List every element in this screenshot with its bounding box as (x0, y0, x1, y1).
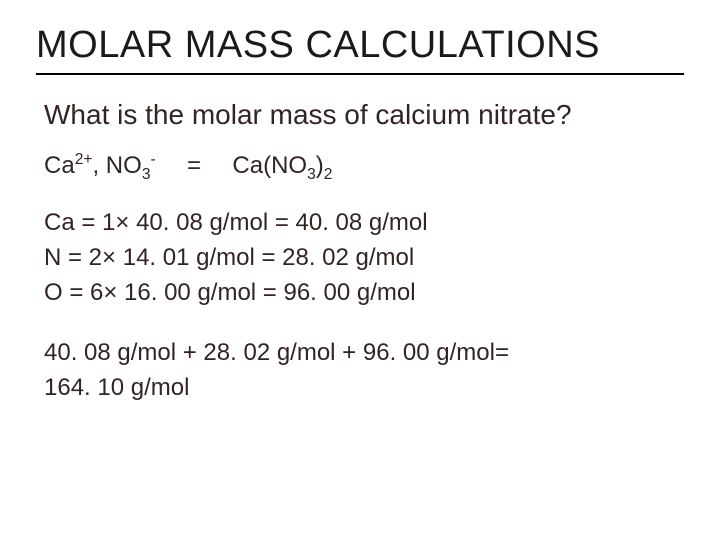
question-text: What is the molar mass of calcium nitrat… (44, 97, 684, 132)
calc-line-o: O = 6× 16. 00 g/mol = 96. 00 g/mol (44, 276, 684, 311)
eq-lhs-no: , NO (92, 152, 141, 179)
eq-equals: = (187, 152, 201, 179)
calc-line-ca: Ca = 1× 40. 08 g/mol = 40. 08 g/mol (44, 206, 684, 241)
eq-lhs-charge: 2+ (75, 151, 93, 168)
slide-title: MOLAR MASS CALCULATIONS (36, 24, 684, 67)
sum-line-1: 40. 08 g/mol + 28. 02 g/mol + 96. 00 g/m… (44, 336, 684, 371)
calc-line-n: N = 2× 14. 01 g/mol = 28. 02 g/mol (44, 241, 684, 276)
eq-rhs-sub2: 2 (324, 166, 333, 183)
slide-body: What is the molar mass of calcium nitrat… (36, 97, 684, 406)
eq-lhs-ca: Ca (44, 152, 75, 179)
eq-rhs-paren: ) (316, 152, 324, 179)
title-rule: MOLAR MASS CALCULATIONS (36, 24, 684, 75)
eq-rhs-sub3: 3 (307, 166, 316, 183)
eq-rhs-ca: Ca(NO (232, 152, 307, 179)
ion-equation: Ca2+, NO3- = Ca(NO3)2 (44, 152, 684, 180)
slide: MOLAR MASS CALCULATIONS What is the mola… (0, 0, 720, 540)
per-element-lines: Ca = 1× 40. 08 g/mol = 40. 08 g/mol N = … (44, 206, 684, 310)
eq-lhs-sub3: 3 (142, 166, 151, 183)
total-lines: 40. 08 g/mol + 28. 02 g/mol + 96. 00 g/m… (44, 336, 684, 406)
eq-lhs-minus: - (151, 151, 156, 168)
sum-line-2: 164. 10 g/mol (44, 371, 684, 406)
